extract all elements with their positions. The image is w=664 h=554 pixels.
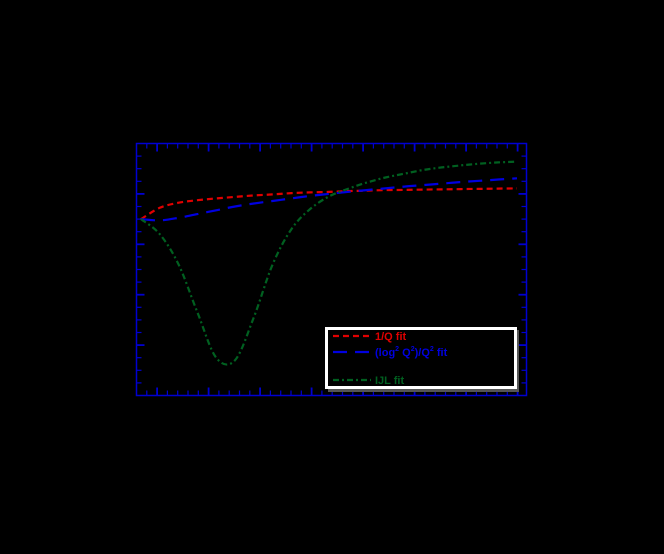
legend: 1/Q fit (log2 Q2)/Q2 fit IJL fit (325, 327, 519, 392)
legend-box (325, 327, 517, 389)
plot-curves (140, 160, 518, 366)
legend-label-log2q2-over-q2: (log2 Q2)/Q2 fit (375, 346, 448, 359)
plot-frame (135, 142, 528, 397)
legend-label-ijl: IJL fit (375, 375, 404, 387)
curve-1-over-q-fit (140, 187, 518, 221)
curve-log2q2-over-q2-fit (140, 177, 518, 222)
curve-ijl-fit (140, 160, 518, 366)
legend-label-1-over-q: 1/Q fit (375, 331, 407, 343)
